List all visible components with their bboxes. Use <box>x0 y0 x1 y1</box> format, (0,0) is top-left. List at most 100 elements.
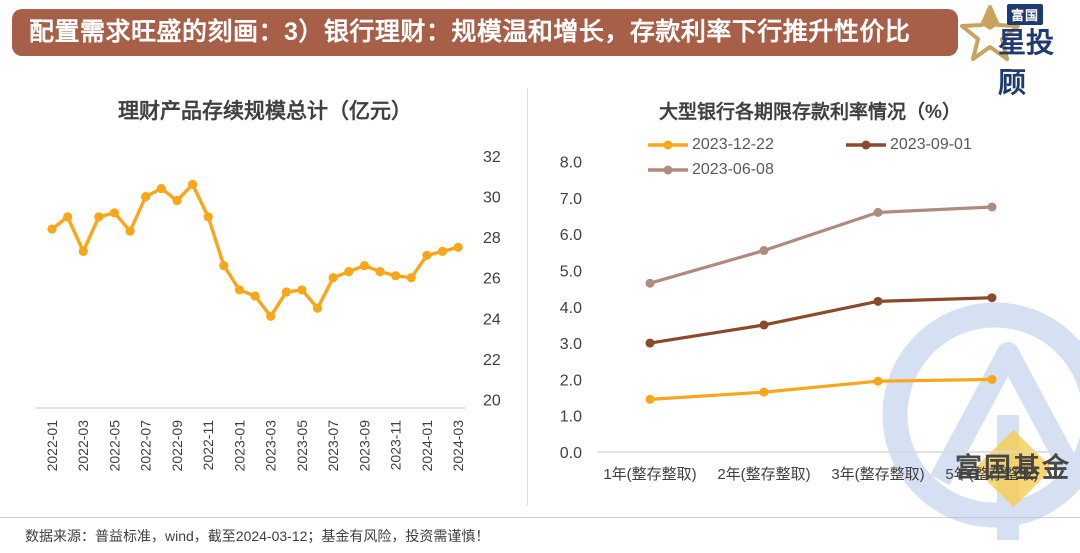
legend-dot <box>663 140 673 150</box>
logo-badge: 富国 <box>1007 4 1044 25</box>
legend-marker-icon <box>648 165 688 175</box>
fund-watermark: 富国基金 <box>882 302 1080 540</box>
x-tick-label: 2022-09 <box>169 420 185 472</box>
x-tick-label: 2022-05 <box>106 420 122 472</box>
star-icon <box>960 5 1020 61</box>
data-point <box>78 246 88 256</box>
data-point <box>453 242 463 252</box>
y-tick-label: 0.0 <box>560 445 582 462</box>
legend-dot <box>861 140 871 150</box>
data-point <box>873 207 883 217</box>
data-point <box>873 376 883 386</box>
x-tick-label: 2024-01 <box>419 420 435 472</box>
y-tick-label: 3.0 <box>560 336 582 353</box>
legend-marker-icon <box>648 140 688 150</box>
data-point <box>203 212 213 222</box>
data-point <box>328 273 338 283</box>
legend-item: 2023-09-01 <box>846 136 986 154</box>
data-point <box>187 179 198 190</box>
data-point <box>645 394 655 404</box>
data-point <box>250 291 260 301</box>
data-point <box>873 296 883 306</box>
source-note: 数据来源：普益标准，wind，截至2024-03-12；基金有风险，投资需谨慎！ <box>25 528 490 544</box>
data-point <box>759 387 769 397</box>
data-point <box>406 273 416 283</box>
left-chart-plot: 32 30 28 26 24 22 20 2022-01 2022-03 2022-05 2022-… <box>35 149 501 472</box>
y-tick-label: 1.0 <box>560 409 582 426</box>
y-tick-label: 28 <box>483 230 501 247</box>
y-tick-label: 22 <box>483 352 501 369</box>
x-tick-label: 2022-07 <box>138 420 154 472</box>
y-tick-label: 24 <box>483 311 501 328</box>
data-point <box>125 226 135 236</box>
y-tick-label: 20 <box>483 392 501 409</box>
x-tick-label: 2023-05 <box>294 420 310 472</box>
x-tick-label: 2022-01 <box>44 420 60 472</box>
data-point <box>94 212 104 222</box>
data-point <box>219 260 229 271</box>
data-point <box>987 202 997 212</box>
left-chart-title: 理财产品存续规模总计（亿元） <box>118 100 412 123</box>
data-point <box>344 267 354 277</box>
data-point <box>391 271 401 281</box>
x-tick-label: 2022-03 <box>75 420 91 472</box>
x-tick-label: 2023-03 <box>263 420 279 472</box>
y-tick-label: 2.0 <box>560 372 582 389</box>
x-tick-label: 2023-07 <box>325 420 341 472</box>
data-point <box>645 278 655 288</box>
data-point <box>359 260 369 271</box>
data-point <box>645 338 655 348</box>
legend-item: 2023-06-08 <box>648 161 788 179</box>
y-tick-label: 32 <box>483 149 501 166</box>
y-tick-label: 30 <box>483 190 501 207</box>
data-point <box>297 285 307 295</box>
x-category-label: 3年(整存整取) <box>831 466 924 483</box>
watermark-diamond <box>974 429 1053 508</box>
data-point <box>266 311 276 321</box>
data-point <box>172 196 182 206</box>
x-tick-label: 2022-11 <box>200 420 216 471</box>
logo-brand-text: 星投顾 <box>998 27 1055 98</box>
y-tick-label: 7.0 <box>560 191 582 208</box>
data-point <box>109 208 120 218</box>
x-tick-label: 2023-11 <box>388 420 404 471</box>
slide-title: 配置需求旺盛的刻画：3）银行理财：规模温和增长，存款利率下行推升性价比 <box>29 18 911 46</box>
footer-divider <box>0 517 1080 518</box>
data-point <box>63 212 73 222</box>
y-tick-label: 4.0 <box>560 300 582 317</box>
x-tick-label: 2023-09 <box>356 420 372 472</box>
data-point <box>759 246 769 256</box>
y-tick-label: 8.0 <box>560 155 582 172</box>
legend-label: 2023-09-01 <box>890 136 972 153</box>
legend-item: 2023-12-22 <box>648 136 788 154</box>
y-tick-label: 6.0 <box>560 227 582 244</box>
legend-marker-icon <box>846 140 886 150</box>
slide-title-banner: 配置需求旺盛的刻画：3）银行理财：规模温和增长，存款利率下行推升性价比 <box>12 9 958 56</box>
data-point <box>759 320 769 330</box>
watermark-text: 富国基金 <box>955 452 1071 483</box>
data-point <box>141 191 151 202</box>
right-chart-title: 大型银行各期限存款利率情况（%） <box>659 102 961 123</box>
data-point <box>987 374 997 384</box>
right-chart-plot: 8.0 7.0 6.0 5.0 4.0 3.0 2.0 1.0 0.0 1年(整存整取) 2年(整存… <box>560 155 1060 483</box>
series-line <box>649 377 993 401</box>
legend-label: 2023-06-08 <box>692 161 774 178</box>
data-point <box>437 246 448 256</box>
y-tick-label: 5.0 <box>560 264 582 281</box>
legend-dot <box>663 165 673 175</box>
x-category-label: 1年(整存整取) <box>603 466 696 483</box>
series-line <box>649 296 993 345</box>
data-point <box>375 267 385 277</box>
data-point <box>156 183 166 194</box>
x-category-label: 5年(整存整取) <box>945 466 1038 483</box>
legend-label: 2023-12-22 <box>692 136 774 153</box>
data-point <box>281 287 291 297</box>
data-point <box>47 224 57 234</box>
series-line <box>649 205 993 285</box>
vertical-divider <box>527 88 528 505</box>
right-chart-legend: 2023-12-22 2023-09-01 2023-06-08 <box>648 136 1058 179</box>
x-tick-label: 2024-03 <box>450 420 466 472</box>
data-point <box>234 285 245 295</box>
data-point <box>422 250 432 261</box>
